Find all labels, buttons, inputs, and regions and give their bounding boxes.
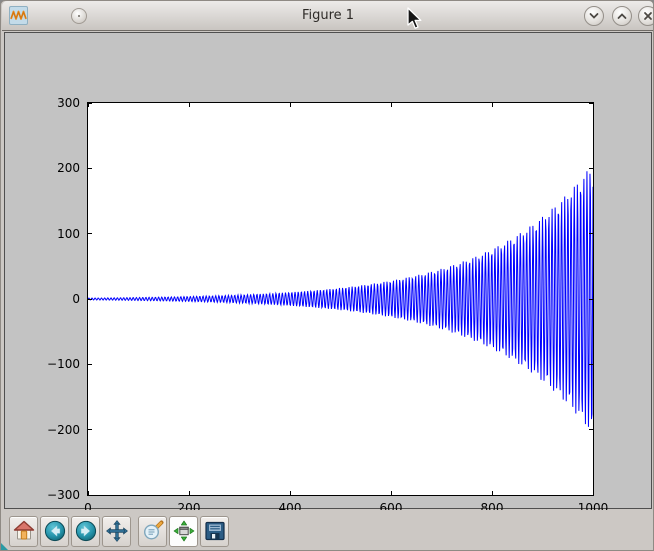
house-icon — [13, 520, 34, 540]
floppy-disk-icon — [204, 521, 225, 541]
minimize-button[interactable] — [584, 6, 604, 26]
titlebar[interactable]: Figure 1 — [2, 1, 653, 31]
x-tick-mark — [491, 491, 493, 495]
chevron-down-icon — [589, 13, 599, 19]
y-tick-mark — [88, 363, 92, 365]
y-tick-mark-right — [589, 363, 593, 365]
home-button[interactable] — [9, 515, 38, 547]
x-tick-mark-top — [289, 103, 291, 107]
x-tick-mark — [188, 491, 190, 495]
y-tick-mark-right — [589, 298, 593, 300]
y-tick-mark — [88, 102, 92, 104]
forward-button[interactable] — [71, 515, 100, 547]
x-tick-mark — [289, 491, 291, 495]
y-tick-mark-right — [589, 494, 593, 496]
navigation-toolbar — [4, 510, 652, 550]
save-button[interactable] — [200, 515, 229, 547]
subplots-button[interactable] — [169, 515, 198, 547]
maximize-button[interactable] — [612, 6, 632, 26]
right-arrow-circle-icon — [75, 520, 96, 542]
y-tick-label: −100 — [47, 357, 80, 372]
x-tick-mark-top — [592, 103, 594, 107]
y-tick-label: 100 — [57, 226, 80, 241]
x-tick-mark-top — [491, 103, 493, 107]
x-tick-mark-top — [188, 103, 190, 107]
y-tick-label: 300 — [57, 96, 80, 110]
y-tick-mark — [88, 233, 92, 235]
x-tick-label: 0 — [84, 501, 92, 515]
matplotlib-logo-icon — [9, 6, 28, 25]
close-x-icon — [644, 12, 652, 20]
figure-canvas[interactable]: 0 200 400 600 800 1000 300 200 100 0 −100 −200 −300 — [4, 32, 652, 515]
waveform-plot — [88, 171, 593, 427]
pan-button[interactable] — [102, 515, 131, 547]
y-tick-mark-right — [589, 167, 593, 169]
window-menu-button[interactable] — [71, 8, 87, 24]
move-arrows-icon — [105, 520, 128, 542]
configure-subplots-icon — [173, 520, 194, 542]
y-tick-mark — [88, 167, 92, 169]
chevron-up-icon — [617, 13, 627, 19]
x-tick-mark — [87, 491, 89, 495]
x-tick-mark-top — [390, 103, 392, 107]
signal-line — [88, 171, 593, 427]
window-title: Figure 1 — [301, 8, 355, 23]
y-tick-mark — [88, 494, 92, 496]
close-button[interactable] — [638, 6, 653, 26]
y-tick-label: −200 — [47, 422, 80, 437]
y-tick-label: −300 — [47, 488, 80, 502]
y-tick-label: 0 — [72, 292, 80, 306]
y-tick-mark-right — [589, 233, 593, 235]
y-tick-mark-right — [589, 102, 593, 104]
x-tick-mark — [390, 491, 392, 495]
y-tick-mark — [88, 298, 92, 300]
x-tick-mark-top — [87, 103, 89, 107]
magnifier-icon — [143, 520, 163, 540]
y-tick-label: 200 — [57, 161, 80, 176]
x-tick-mark — [592, 491, 594, 495]
plot-axes[interactable]: 0 200 400 600 800 1000 300 200 100 0 −100 −200 −300 — [47, 96, 608, 515]
left-arrow-circle-icon — [44, 520, 65, 542]
y-tick-mark-right — [589, 429, 593, 431]
corner-cursor-artifact — [1, 543, 8, 550]
zoom-button[interactable] — [138, 515, 167, 547]
back-button[interactable] — [40, 515, 69, 547]
y-tick-mark — [88, 429, 92, 431]
